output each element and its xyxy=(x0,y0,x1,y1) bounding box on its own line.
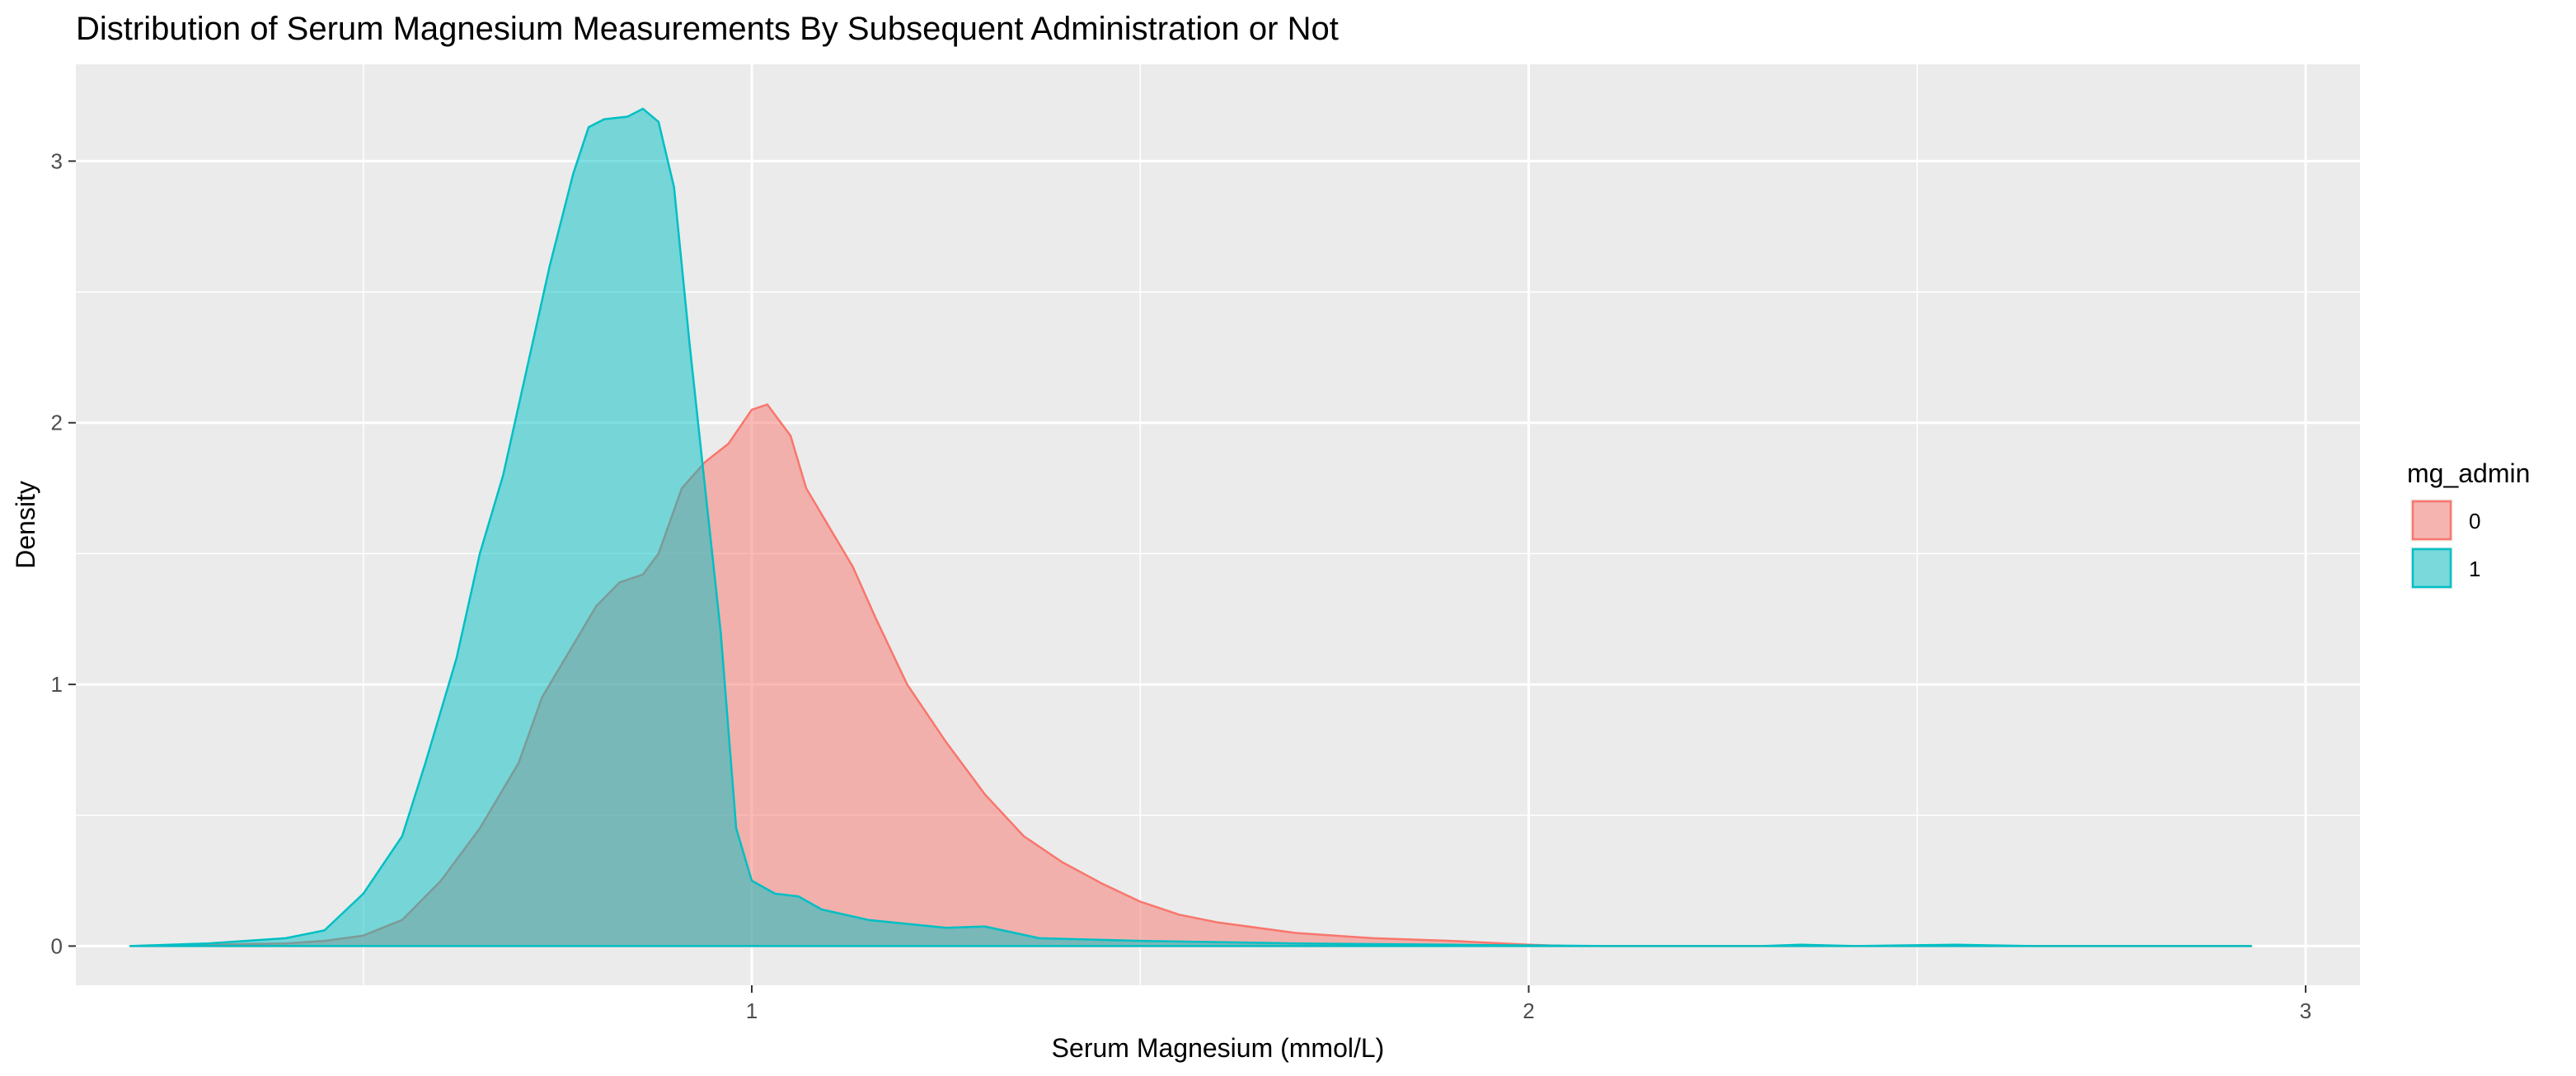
x-axis-title: Serum Magnesium (mmol/L) xyxy=(1052,1033,1385,1063)
y-axis: 0 1 2 3 xyxy=(51,148,76,958)
legend-title: mg_admin xyxy=(2407,458,2530,488)
y-tick-label: 0 xyxy=(51,933,63,958)
density-series-layer xyxy=(129,107,2253,947)
chart-title: Distribution of Serum Magnesium Measurem… xyxy=(76,11,1339,47)
legend-label-1: 1 xyxy=(2469,557,2480,581)
density-area-series-1 xyxy=(129,107,2253,947)
y-axis-title: Density xyxy=(11,481,40,569)
y-tick-label: 3 xyxy=(51,148,63,173)
y-tick-label: 1 xyxy=(51,672,63,697)
x-tick-label: 1 xyxy=(746,998,758,1023)
x-tick-label: 3 xyxy=(2300,998,2311,1023)
legend-swatch-0 xyxy=(2411,500,2452,541)
legend-swatch-1 xyxy=(2411,547,2452,589)
legend-items: 01 xyxy=(2410,499,2480,590)
legend-label-0: 0 xyxy=(2469,509,2480,533)
legend: mg_admin 01 xyxy=(2407,458,2530,590)
plot-area xyxy=(76,64,2360,985)
x-tick-label: 2 xyxy=(1523,998,1534,1023)
y-tick-label: 2 xyxy=(51,411,63,435)
x-axis: 1 2 3 xyxy=(746,985,2311,1023)
